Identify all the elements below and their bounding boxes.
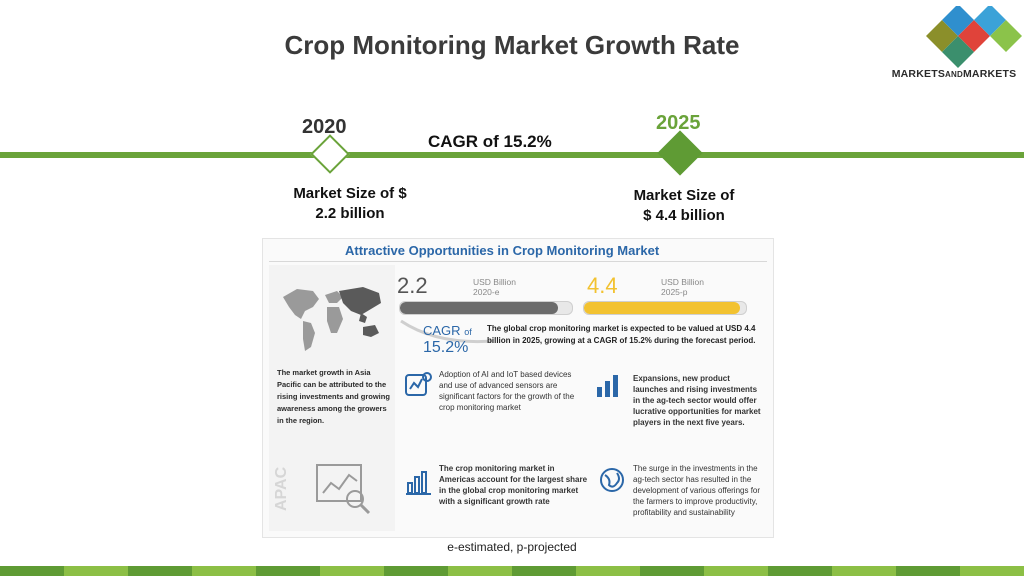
footer-segment: [768, 566, 832, 576]
footnote: e-estimated, p-projected: [447, 540, 577, 554]
market-summary: The global crop monitoring market is exp…: [487, 324, 756, 345]
footer-segment: [896, 566, 960, 576]
progress-fill-2020: [400, 302, 559, 314]
footer-segment: [512, 566, 576, 576]
market-size-2025-line2: $ 4.4 billion: [643, 207, 725, 224]
footer-segment: [256, 566, 320, 576]
cell-expansions: Expansions, new product launches and ris…: [633, 374, 761, 427]
apac-column: The market growth in Asia Pacific can be…: [269, 265, 395, 531]
footer-segment: [384, 566, 448, 576]
cagr-arc-icon: [400, 319, 494, 344]
cell-investments: The surge in the investments in the ag-t…: [633, 464, 761, 517]
brand-name: MARKETSANDMARKETS: [891, 68, 1017, 80]
timeline-line: [0, 152, 1024, 158]
footer-segment: [832, 566, 896, 576]
unit-2020: USD Billion 2020-e: [473, 277, 516, 297]
footer-segment: [640, 566, 704, 576]
unit-2025-currency: USD Billion: [661, 277, 704, 287]
market-size-2020-line2: 2.2 billion: [315, 205, 385, 222]
infographic-title: Attractive Opportunities in Crop Monitor…: [345, 243, 660, 258]
unit-2025: USD Billion 2025-p: [661, 277, 704, 297]
cell-ai-iot: Adoption of AI and IoT based devices and…: [439, 370, 575, 412]
progress-bar-2020: [399, 301, 573, 315]
logo-diamond-top-right: [974, 6, 1006, 36]
value-2025: 4.4: [587, 273, 618, 298]
market-size-2020: Market Size of $ 2.2 billion: [270, 184, 430, 224]
cell-americas: The crop monitoring market in Americas a…: [439, 464, 588, 506]
footer-segment: [960, 566, 1024, 576]
market-size-2025: Market Size of $ 4.4 billion: [604, 186, 764, 226]
bar-chart-icon: [406, 471, 431, 495]
infographic-panel: Attractive Opportunities in Crop Monitor…: [262, 238, 774, 538]
cagr-label: CAGR of 15.2%: [428, 132, 552, 151]
market-size-2020-line1: Market Size of $: [293, 185, 407, 202]
market-size-2025-line1: Market Size of: [633, 187, 735, 204]
footer-segment: [128, 566, 192, 576]
footer-segment: [576, 566, 640, 576]
unit-2020-currency: USD Billion: [473, 277, 516, 287]
growth-icon: [597, 375, 618, 397]
slide-title: Crop Monitoring Market Growth Rate: [284, 30, 740, 60]
footer-stripe: [0, 566, 1024, 576]
timeline-marker-2025: [657, 130, 703, 176]
cagr-small-label: CAGR of: [423, 323, 472, 338]
analytics-chart-icon: [316, 464, 371, 515]
footer-segment: [192, 566, 256, 576]
unit-2020-year: 2020-e: [473, 287, 500, 297]
cagr-of: of: [464, 327, 472, 337]
sensor-icon: [405, 372, 432, 396]
brand-logo-icon: [926, 6, 1022, 68]
progress-fill-2025: [584, 302, 740, 314]
apac-label: APAC: [273, 466, 290, 511]
logo-diamond-bottom: [942, 36, 974, 68]
logo-diamond-mid-left: [942, 6, 974, 36]
footer-segment: [704, 566, 768, 576]
logo-diamond-right: [990, 20, 1022, 52]
footer-segment: [0, 566, 64, 576]
progress-bar-2025: [583, 301, 747, 315]
globe-icon: [600, 468, 624, 492]
cagr-word: CAGR: [423, 323, 461, 338]
value-2020: 2.2: [397, 273, 428, 298]
footer-segment: [448, 566, 512, 576]
timeline-marker-2020: [310, 134, 350, 174]
infographic-divider: [269, 261, 767, 262]
year-end: 2025: [656, 112, 701, 134]
world-map-icon: [283, 287, 381, 351]
footer-segment: [64, 566, 128, 576]
year-start: 2020: [302, 116, 347, 138]
cagr-value: 15.2%: [423, 339, 469, 356]
apac-text: The market growth in Asia Pacific can be…: [277, 368, 390, 425]
footer-segment: [320, 566, 384, 576]
unit-2025-year: 2025-p: [661, 287, 688, 297]
